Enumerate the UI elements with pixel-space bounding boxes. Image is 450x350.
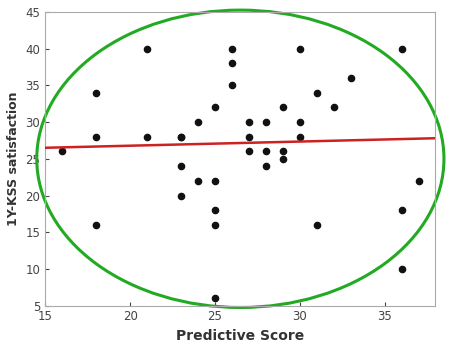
Point xyxy=(296,119,303,125)
Point xyxy=(245,149,252,154)
Point xyxy=(212,295,219,301)
Point xyxy=(177,163,184,169)
Point xyxy=(398,208,405,213)
Point xyxy=(93,90,100,96)
Point xyxy=(296,134,303,140)
Point xyxy=(212,208,219,213)
X-axis label: Predictive Score: Predictive Score xyxy=(176,329,305,343)
Point xyxy=(212,222,219,228)
Point xyxy=(279,156,286,162)
Point xyxy=(194,119,202,125)
Point xyxy=(177,134,184,140)
Point xyxy=(212,105,219,110)
Point xyxy=(279,105,286,110)
Point xyxy=(296,46,303,51)
Point xyxy=(228,46,235,51)
Point xyxy=(262,119,270,125)
Point xyxy=(93,222,100,228)
Point xyxy=(313,90,320,96)
Point xyxy=(177,193,184,198)
Point xyxy=(415,178,422,184)
Point xyxy=(398,266,405,272)
Point xyxy=(177,134,184,140)
Point xyxy=(398,46,405,51)
Point xyxy=(313,222,320,228)
Point xyxy=(228,61,235,66)
Point xyxy=(330,105,337,110)
Point xyxy=(347,75,354,81)
Y-axis label: 1Y-KSS satisfaction: 1Y-KSS satisfaction xyxy=(7,92,20,226)
Point xyxy=(262,163,270,169)
Point xyxy=(144,134,151,140)
Point xyxy=(194,178,202,184)
Point xyxy=(212,178,219,184)
Point xyxy=(262,149,270,154)
Point xyxy=(228,83,235,88)
Point xyxy=(144,46,151,51)
Point xyxy=(245,119,252,125)
Point xyxy=(279,149,286,154)
Point xyxy=(93,134,100,140)
Point xyxy=(58,149,66,154)
Point xyxy=(245,134,252,140)
